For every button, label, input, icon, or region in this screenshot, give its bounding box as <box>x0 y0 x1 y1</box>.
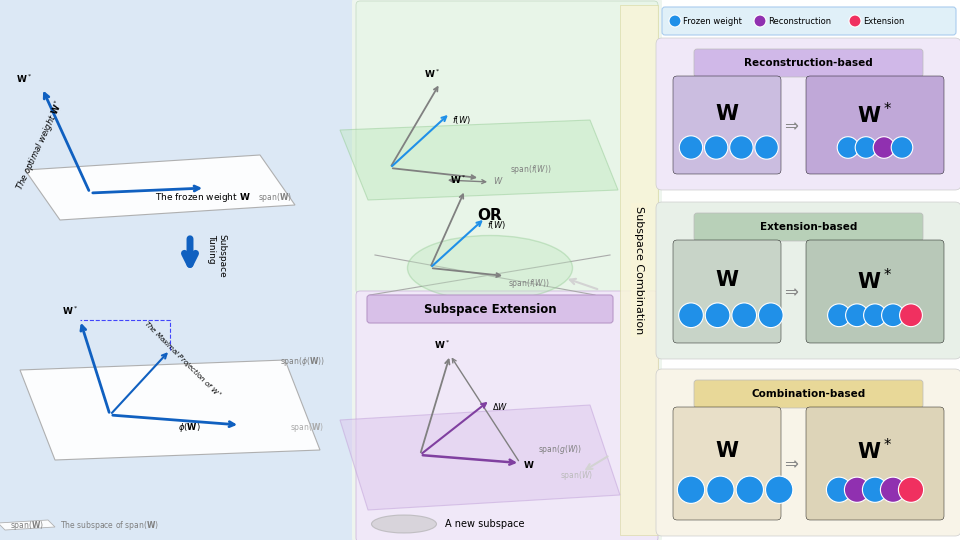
FancyBboxPatch shape <box>694 213 923 241</box>
Text: $\Delta W$: $\Delta W$ <box>492 402 508 413</box>
Text: span($f(W)$): span($f(W)$) <box>510 164 552 177</box>
Text: span($\phi(\mathbf{W})$): span($\phi(\mathbf{W})$) <box>280 355 325 368</box>
FancyBboxPatch shape <box>662 7 956 35</box>
Text: $\mathbf{W}$: $\mathbf{W}$ <box>523 460 535 470</box>
Text: $\mathbf{W}^*$: $\mathbf{W}^*$ <box>857 267 893 293</box>
FancyBboxPatch shape <box>656 202 960 359</box>
Text: $\mathbf{W}^*$: $\mathbf{W}^*$ <box>61 305 78 317</box>
Ellipse shape <box>881 304 904 327</box>
Text: $\mathbf{W}^*$: $\mathbf{W}^*$ <box>424 68 440 80</box>
FancyBboxPatch shape <box>806 407 944 520</box>
Ellipse shape <box>828 304 851 327</box>
Text: The Maximal Projection of $W^*$: The Maximal Projection of $W^*$ <box>140 318 224 402</box>
Ellipse shape <box>669 15 681 27</box>
Text: Subspace Extension: Subspace Extension <box>423 302 556 315</box>
Ellipse shape <box>680 136 703 159</box>
Polygon shape <box>340 120 618 200</box>
Ellipse shape <box>891 137 913 158</box>
FancyBboxPatch shape <box>673 240 781 343</box>
FancyBboxPatch shape <box>356 291 658 540</box>
FancyBboxPatch shape <box>356 1 658 294</box>
Ellipse shape <box>730 136 753 159</box>
Text: A new subspace: A new subspace <box>445 519 524 529</box>
Text: span($g(W)$): span($g(W)$) <box>538 443 582 456</box>
Polygon shape <box>340 405 620 510</box>
Text: Reconstruction: Reconstruction <box>768 17 831 25</box>
FancyBboxPatch shape <box>694 380 923 408</box>
Ellipse shape <box>837 137 859 158</box>
Text: span($\mathbf{W}$): span($\mathbf{W}$) <box>10 519 44 532</box>
FancyBboxPatch shape <box>0 0 359 540</box>
Text: $\Rightarrow$: $\Rightarrow$ <box>780 282 799 300</box>
FancyBboxPatch shape <box>673 76 781 174</box>
Polygon shape <box>20 360 320 460</box>
Text: The subspace of span($\mathbf{W}$): The subspace of span($\mathbf{W}$) <box>60 519 158 532</box>
Polygon shape <box>0 520 55 530</box>
Text: $f(W)$: $f(W)$ <box>452 114 471 126</box>
Text: Reconstruction-based: Reconstruction-based <box>744 58 873 68</box>
Ellipse shape <box>765 476 793 503</box>
Ellipse shape <box>407 235 572 300</box>
Ellipse shape <box>880 477 905 502</box>
Text: Frozen weight: Frozen weight <box>683 17 742 25</box>
Text: $\mathbf{W}$: $\mathbf{W}$ <box>715 270 739 290</box>
Text: $\mathbf{W}^*$: $\mathbf{W}^*$ <box>857 438 893 463</box>
Text: span($\mathbf{W}$): span($\mathbf{W}$) <box>290 422 324 435</box>
Text: $\mathbf{W}$: $\mathbf{W}$ <box>715 104 739 124</box>
Ellipse shape <box>372 515 437 533</box>
Ellipse shape <box>679 303 704 328</box>
FancyBboxPatch shape <box>352 0 662 540</box>
Text: Extension: Extension <box>863 17 904 25</box>
FancyBboxPatch shape <box>656 369 960 536</box>
Text: $f(W)$: $f(W)$ <box>487 219 506 231</box>
Ellipse shape <box>758 303 783 328</box>
Text: Combination-based: Combination-based <box>752 389 866 399</box>
Ellipse shape <box>706 303 730 328</box>
Text: $\mathbf{W}^*$: $\mathbf{W}^*$ <box>15 72 32 85</box>
Text: span($f(W)$): span($f(W)$) <box>508 276 550 289</box>
Text: $\Rightarrow$: $\Rightarrow$ <box>780 116 799 134</box>
Ellipse shape <box>864 304 886 327</box>
Text: $\mathbf{W}^*$: $\mathbf{W}^*$ <box>434 339 450 351</box>
FancyBboxPatch shape <box>656 38 960 190</box>
Ellipse shape <box>845 477 870 502</box>
Ellipse shape <box>707 476 734 503</box>
Text: $\mathbf{W}^*$: $\mathbf{W}^*$ <box>857 102 893 127</box>
Ellipse shape <box>874 137 895 158</box>
FancyBboxPatch shape <box>806 240 944 343</box>
Polygon shape <box>25 155 295 220</box>
Ellipse shape <box>846 304 869 327</box>
Text: $\mathbf{W}$: $\mathbf{W}$ <box>715 441 739 461</box>
Text: The optimal weight $\mathbf{W}^*$: The optimal weight $\mathbf{W}^*$ <box>12 97 67 193</box>
FancyBboxPatch shape <box>806 76 944 174</box>
Ellipse shape <box>732 303 756 328</box>
Text: $\phi(\mathbf{W})$: $\phi(\mathbf{W})$ <box>178 421 201 434</box>
Text: Subspace Combination: Subspace Combination <box>634 206 644 334</box>
Text: span($\mathbf{W}$): span($\mathbf{W}$) <box>258 192 292 205</box>
Polygon shape <box>620 5 658 535</box>
Ellipse shape <box>900 304 923 327</box>
FancyBboxPatch shape <box>367 295 613 323</box>
Ellipse shape <box>855 137 876 158</box>
Ellipse shape <box>736 476 763 503</box>
Ellipse shape <box>754 15 766 27</box>
Text: Subspace
Tuning: Subspace Tuning <box>207 234 227 278</box>
Ellipse shape <box>678 476 705 503</box>
Text: span($W$): span($W$) <box>560 469 593 482</box>
Ellipse shape <box>849 15 861 27</box>
Ellipse shape <box>899 477 924 502</box>
Text: OR: OR <box>478 207 502 222</box>
FancyBboxPatch shape <box>694 49 923 77</box>
Text: $\Rightarrow$: $\Rightarrow$ <box>780 455 799 472</box>
Text: $W$: $W$ <box>493 174 504 186</box>
FancyBboxPatch shape <box>673 407 781 520</box>
Text: The frozen weight $\mathbf{W}$: The frozen weight $\mathbf{W}$ <box>155 192 251 205</box>
Text: $\mathbf{W}^*$: $\mathbf{W}^*$ <box>450 173 467 186</box>
Ellipse shape <box>827 477 852 502</box>
Text: Extension-based: Extension-based <box>759 222 857 232</box>
Ellipse shape <box>705 136 728 159</box>
Ellipse shape <box>862 477 888 502</box>
Ellipse shape <box>755 136 779 159</box>
